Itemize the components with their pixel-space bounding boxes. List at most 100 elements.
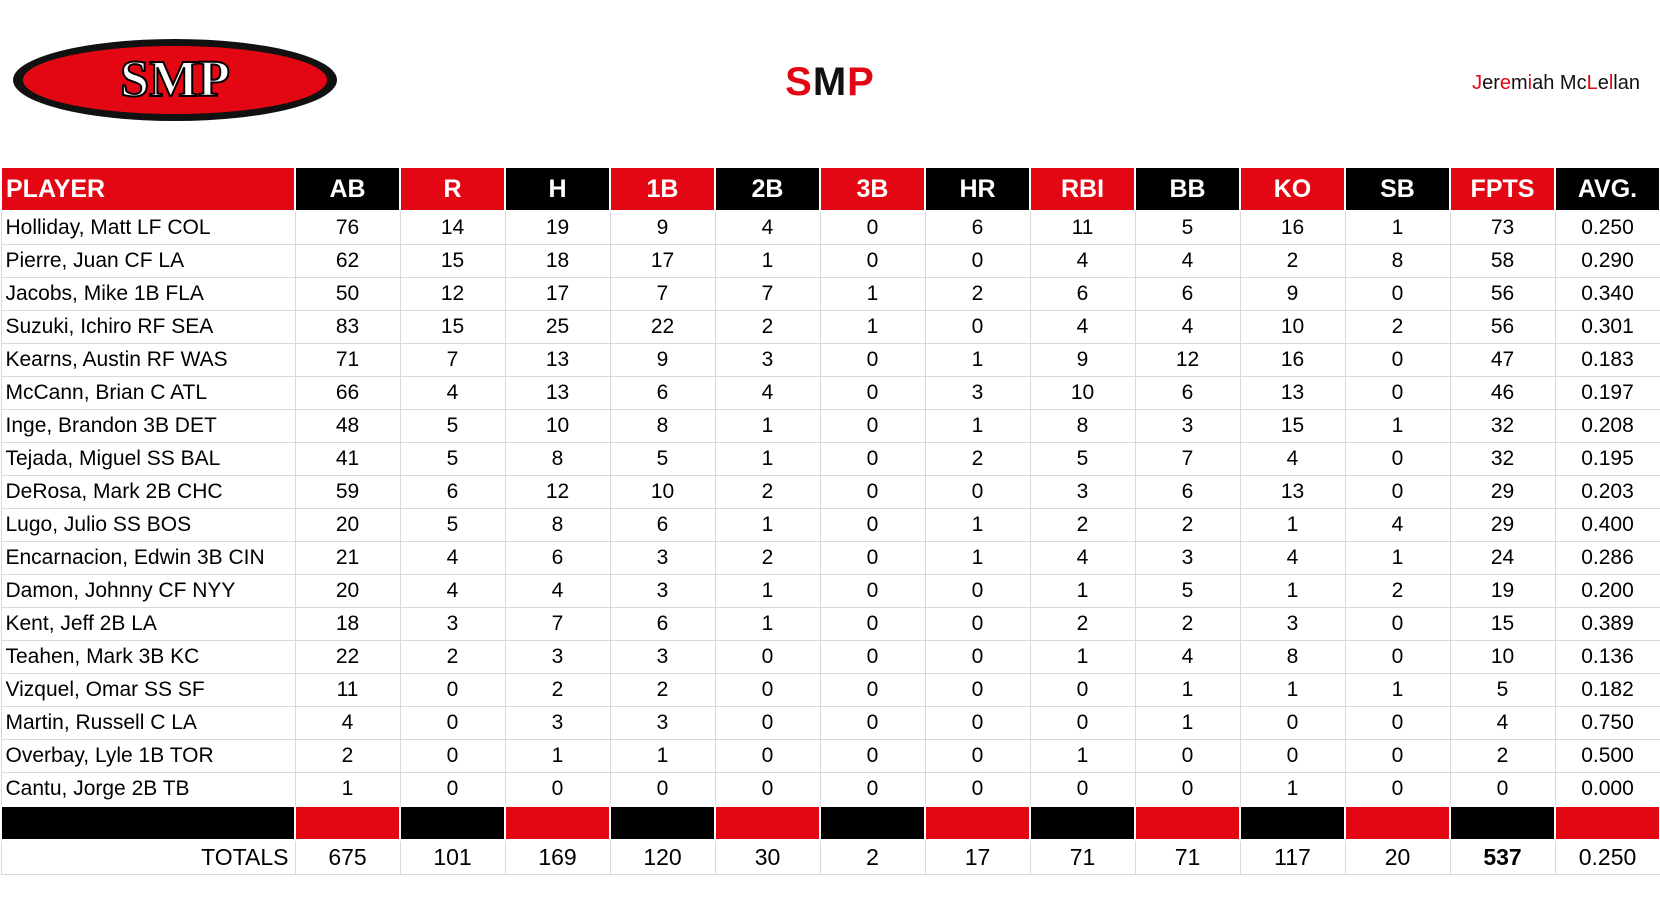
stat-cell: 0.195 bbox=[1554, 442, 1660, 476]
stat-cell: 6 bbox=[1134, 475, 1241, 509]
stat-cell: 21 bbox=[294, 541, 401, 575]
stat-cell: 32 bbox=[1449, 409, 1556, 443]
stat-cell: 56 bbox=[1449, 277, 1556, 311]
stat-cell: 2 bbox=[1134, 607, 1241, 641]
stat-cell: 0.182 bbox=[1554, 673, 1660, 707]
player-row: Teahen, Mark 3B KC 22 2 3 3 0 0 0 1 4 8 0 10 0.136 bbox=[0, 640, 1660, 674]
stat-cell: 0 bbox=[819, 739, 926, 773]
stat-cell: 4 bbox=[1029, 244, 1136, 278]
stat-cell: 4 bbox=[399, 574, 506, 608]
stat-cell: 0 bbox=[1134, 739, 1241, 773]
player-name: Kearns, Austin RF WAS bbox=[0, 343, 296, 377]
stat-cell: 3 bbox=[924, 376, 1031, 410]
stat-cell: 7 bbox=[609, 277, 716, 311]
stat-cell: 1 bbox=[1239, 508, 1346, 542]
stat-cell: 14 bbox=[399, 210, 506, 245]
stat-cell: 6 bbox=[1134, 376, 1241, 410]
total-cell: 71 bbox=[1029, 839, 1136, 875]
stat-cell: 0 bbox=[1239, 739, 1346, 773]
stat-cell: 0 bbox=[819, 409, 926, 443]
stat-cell: 3 bbox=[714, 343, 821, 377]
stat-cell: 8 bbox=[609, 409, 716, 443]
stat-cell: 73 bbox=[1449, 210, 1556, 245]
stat-cell: 0 bbox=[1344, 607, 1451, 641]
stat-cell: 0.000 bbox=[1554, 772, 1660, 807]
stat-cell: 19 bbox=[1449, 574, 1556, 608]
stat-cell: 3 bbox=[1134, 541, 1241, 575]
player-name: Kent, Jeff 2B LA bbox=[0, 607, 296, 641]
stat-cell: 3 bbox=[1029, 475, 1136, 509]
stat-cell: 0.203 bbox=[1554, 475, 1660, 509]
player-row: Vizquel, Omar SS SF 11 0 2 2 0 0 0 0 1 1 1 5 0.182 bbox=[0, 673, 1660, 707]
stat-cell: 4 bbox=[1344, 508, 1451, 542]
stat-cell: 71 bbox=[294, 343, 401, 377]
column-header: PLAYER bbox=[0, 166, 296, 212]
stat-cell: 4 bbox=[1134, 640, 1241, 674]
player-name: Tejada, Miguel SS BAL bbox=[0, 442, 296, 476]
stat-cell: 1 bbox=[1344, 409, 1451, 443]
stat-cell: 0 bbox=[1029, 706, 1136, 740]
stat-cell: 0 bbox=[399, 706, 506, 740]
stat-cell: 4 bbox=[1239, 541, 1346, 575]
player-row: Kearns, Austin RF WAS 71 7 13 9 3 0 1 9 12 16 0 47 0.… bbox=[0, 343, 1660, 377]
stat-cell: 0.400 bbox=[1554, 508, 1660, 542]
stat-cell: 0 bbox=[1344, 343, 1451, 377]
stat-cell: 1 bbox=[1344, 541, 1451, 575]
stat-cell: 1 bbox=[1029, 640, 1136, 674]
player-name: Jacobs, Mike 1B FLA bbox=[0, 277, 296, 311]
stat-cell: 0 bbox=[1029, 673, 1136, 707]
stat-cell: 1 bbox=[1029, 739, 1136, 773]
stat-cell: 0 bbox=[924, 739, 1031, 773]
stat-cell: 2 bbox=[1239, 244, 1346, 278]
stat-cell: 10 bbox=[504, 409, 611, 443]
stat-cell: 10 bbox=[1029, 376, 1136, 410]
stat-cell: 1 bbox=[1344, 673, 1451, 707]
totals-row: TOTALS 675 101 169 120 30 2 17 71 71 117 20 537 0.250 bbox=[0, 839, 1660, 875]
stat-cell: 15 bbox=[1239, 409, 1346, 443]
player-row: Martin, Russell C LA 4 0 3 3 0 0 0 0 1 0 0 4 0.750 bbox=[0, 706, 1660, 740]
stat-cell: 1 bbox=[714, 409, 821, 443]
stat-cell: 0.208 bbox=[1554, 409, 1660, 443]
stat-cell: 4 bbox=[1029, 310, 1136, 344]
stat-cell: 13 bbox=[504, 376, 611, 410]
stat-cell: 7 bbox=[1134, 442, 1241, 476]
player-name: Pierre, Juan CF LA bbox=[0, 244, 296, 278]
stat-cell: 0 bbox=[819, 442, 926, 476]
stat-cell: 6 bbox=[609, 508, 716, 542]
stat-cell: 6 bbox=[504, 541, 611, 575]
stat-cell: 2 bbox=[714, 541, 821, 575]
stat-cell: 9 bbox=[1239, 277, 1346, 311]
total-cell: 20 bbox=[1344, 839, 1451, 875]
stat-cell: 3 bbox=[609, 541, 716, 575]
stat-cell: 0 bbox=[399, 739, 506, 773]
stat-cell: 16 bbox=[1239, 210, 1346, 245]
stat-cell: 1 bbox=[1344, 210, 1451, 245]
stat-cell: 12 bbox=[504, 475, 611, 509]
stat-cell: 1 bbox=[609, 739, 716, 773]
column-header: AB bbox=[294, 166, 401, 212]
player-name: Overbay, Lyle 1B TOR bbox=[0, 739, 296, 773]
total-cell: 537 bbox=[1449, 839, 1556, 875]
stat-cell: 0.200 bbox=[1554, 574, 1660, 608]
stat-cell: 0 bbox=[819, 244, 926, 278]
stat-cell: 0 bbox=[1344, 277, 1451, 311]
total-cell: 120 bbox=[609, 839, 716, 875]
stat-cell: 25 bbox=[504, 310, 611, 344]
stat-cell: 1 bbox=[924, 343, 1031, 377]
stat-cell: 8 bbox=[1344, 244, 1451, 278]
stat-cell: 0.340 bbox=[1554, 277, 1660, 311]
stat-cell: 7 bbox=[504, 607, 611, 641]
column-header: RBI bbox=[1029, 166, 1136, 212]
stat-cell: 1 bbox=[1239, 772, 1346, 807]
total-cell: 30 bbox=[714, 839, 821, 875]
stat-cell: 8 bbox=[1029, 409, 1136, 443]
column-header: 1B bbox=[609, 166, 716, 212]
player-row: McCann, Brian C ATL 66 4 13 6 4 0 3 10 6 13 0 46 0.19… bbox=[0, 376, 1660, 410]
player-name: Lugo, Julio SS BOS bbox=[0, 508, 296, 542]
stat-cell: 7 bbox=[399, 343, 506, 377]
stat-cell: 16 bbox=[1239, 343, 1346, 377]
total-cell: 169 bbox=[504, 839, 611, 875]
player-name: Damon, Johnny CF NYY bbox=[0, 574, 296, 608]
stat-cell: 1 bbox=[714, 508, 821, 542]
stat-cell: 2 bbox=[924, 277, 1031, 311]
